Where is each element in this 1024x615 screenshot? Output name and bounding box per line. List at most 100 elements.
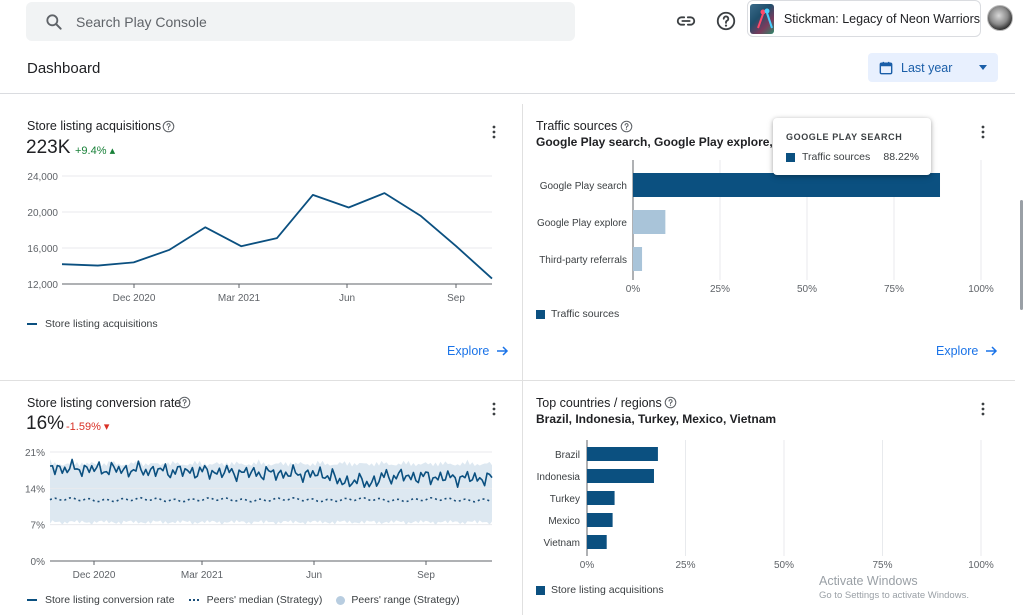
x-tick-label: 75% [884,284,904,295]
x-tick-label: Mar 2021 [218,293,261,304]
search-input[interactable] [76,13,526,30]
x-tick-label: Dec 2020 [73,570,116,581]
legend-dotted-swatch [188,599,199,601]
x-tick-label: 50% [797,284,817,295]
category-label: Turkey [550,494,580,505]
tooltip-value: 88.22% [883,151,919,163]
card-title: Store listing conversion rate [27,396,182,410]
chart-legend: Traffic sources [536,308,619,320]
dashboard-header: Dashboard Last year [0,48,1015,94]
chart-legend: Store listing acquisitions [536,584,664,596]
peers-range-area [50,459,492,526]
x-tick-label: 100% [968,560,994,571]
metric-delta: -1.59% ▾ [66,421,110,433]
account-avatar[interactable] [987,5,1013,31]
y-tick-label: 16,000 [27,244,58,255]
explore-link[interactable]: Explore [447,344,509,358]
x-tick-label: Mar 2021 [181,570,224,581]
x-tick-label: 25% [675,560,695,571]
date-range-button[interactable]: Last year [868,53,998,82]
legend-label: Traffic sources [551,308,620,320]
date-range-label: Last year [901,60,953,75]
category-label: Google Play explore [537,218,627,229]
link-icon[interactable] [675,10,697,32]
page-title: Dashboard [27,60,101,77]
category-label: Brazil [555,450,580,461]
y-tick-label: 21% [25,448,45,459]
category-label: Google Play search [540,181,627,192]
y-tick-label: 20,000 [27,208,58,219]
arrow-up-icon: ▴ [109,145,116,157]
legend-swatch [536,585,545,595]
category-label: Third-party referrals [539,255,627,266]
x-tick-label: Jun [306,570,322,581]
chevron-down-icon [979,65,987,70]
help-circle-icon[interactable] [620,120,633,133]
bar [587,447,658,461]
x-tick-label: 0% [626,284,641,295]
category-label: Vietnam [543,538,580,549]
legend-line-swatch [27,599,37,601]
bar [587,491,615,505]
tooltip-series: Traffic sources [802,151,871,163]
metric-value: 16% [26,413,65,434]
more-vert-icon[interactable] [981,125,985,139]
card-title: Top countries / regions [536,396,662,410]
search-icon [46,13,62,30]
arrow-right-icon [497,346,509,356]
page-scrollbar[interactable] [1020,200,1023,310]
help-circle-icon[interactable] [664,396,677,409]
help-circle-icon[interactable] [162,120,175,133]
card-divider-vertical [522,104,523,615]
y-tick-label: 12,000 [27,280,58,291]
bar [633,247,643,271]
y-tick-label: 24,000 [27,172,58,183]
x-tick-label: Jun [339,293,355,304]
x-tick-label: 25% [710,284,730,295]
legend-label: Peers' median (Strategy) [206,594,323,606]
metric-delta: +9.4% ▴ [75,145,116,157]
explore-link[interactable]: Explore [936,344,998,358]
y-tick-label: 7% [31,521,46,532]
help-circle-icon[interactable] [178,396,191,409]
bar [587,513,613,527]
windows-watermark: Activate Windows Go to Settings to activ… [819,574,969,601]
tooltip-swatch [786,153,795,162]
x-tick-label: 100% [968,284,994,295]
x-tick-label: Sep [447,293,465,304]
more-vert-icon[interactable] [492,402,496,416]
calendar-icon [879,61,893,74]
card-title: Store listing acquisitions [27,119,162,133]
legend-label: Store listing acquisitions [45,318,158,330]
legend-label: Peers' range (Strategy) [351,594,460,606]
chart-legend: Store listing conversion rate Peers' med… [27,594,460,606]
watermark-line-2: Go to Settings to activate Windows. [819,590,969,601]
x-tick-label: 50% [774,560,794,571]
legend-line-swatch [27,323,37,325]
legend-label: Store listing conversion rate [45,594,175,606]
card-divider-horizontal [0,380,1015,381]
tooltip-title: GOOGLE PLAY SEARCH [786,132,903,142]
more-vert-icon[interactable] [492,125,496,139]
bar [633,173,941,197]
chart-tooltip: GOOGLE PLAY SEARCH Traffic sources 88.22… [773,118,931,175]
help-icon[interactable] [715,10,737,32]
search-box[interactable] [26,2,575,41]
chart-legend: Store listing acquisitions [27,318,158,330]
x-tick-label: Dec 2020 [113,293,156,304]
arrow-right-icon [986,346,998,356]
conversion-line-chart: 21% 14% 7% 0% Dec 2020 Mar 2021 Jun Sep [25,448,493,581]
acquisitions-line-chart: 24,000 20,000 16,000 12,000 Dec 2020 Mar 2021… [27,172,493,304]
watermark-line-1: Activate Windows [819,574,918,588]
countries-bar-chart: 0% 25% 50% 75% 100% Brazil Indonesia Turkey Mexi… [537,440,994,571]
app-selector[interactable]: Stickman: Legacy of Neon Warriors [747,0,981,37]
series-line [61,192,493,280]
x-tick-label: 0% [580,560,595,571]
bar [587,535,607,549]
traffic-bar-chart: 0% 25% 50% 75% 100% Google Play search Google … [537,160,994,295]
arrow-down-icon: ▾ [103,421,110,433]
top-bar: Stickman: Legacy of Neon Warriors [0,0,1024,44]
y-tick-label: 14% [25,484,45,495]
more-vert-icon[interactable] [981,402,985,416]
app-name: Stickman: Legacy of Neon Warriors [783,11,980,26]
